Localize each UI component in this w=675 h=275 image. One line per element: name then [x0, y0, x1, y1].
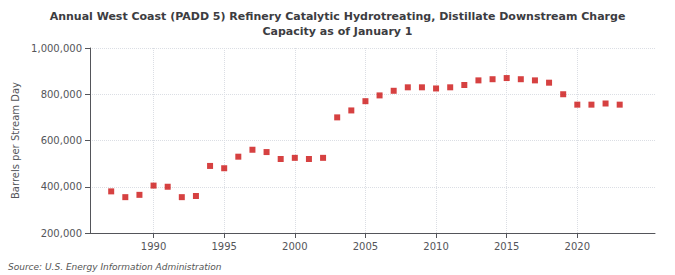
- svg-text:200,000: 200,000: [41, 228, 82, 239]
- svg-text:2000: 2000: [282, 241, 307, 252]
- svg-text:Capacity as of January 1: Capacity as of January 1: [263, 25, 413, 38]
- svg-text:1995: 1995: [211, 241, 236, 252]
- svg-text:800,000: 800,000: [41, 89, 82, 100]
- svg-text:2020: 2020: [565, 241, 590, 252]
- svg-text:600,000: 600,000: [41, 135, 82, 146]
- svg-text:Barrels per Stream Day: Barrels per Stream Day: [10, 82, 21, 199]
- svg-text:1,000,000: 1,000,000: [31, 43, 82, 54]
- svg-text:2010: 2010: [423, 241, 448, 252]
- svg-text:Source: U.S. Energy Informatio: Source: U.S. Energy Information Administ…: [8, 262, 222, 272]
- svg-text:2005: 2005: [353, 241, 378, 252]
- svg-text:Annual West Coast (PADD 5) Ref: Annual West Coast (PADD 5) Refinery Cata…: [50, 10, 626, 23]
- svg-text:2015: 2015: [494, 241, 519, 252]
- svg-text:400,000: 400,000: [41, 181, 82, 192]
- svg-text:1990: 1990: [141, 241, 166, 252]
